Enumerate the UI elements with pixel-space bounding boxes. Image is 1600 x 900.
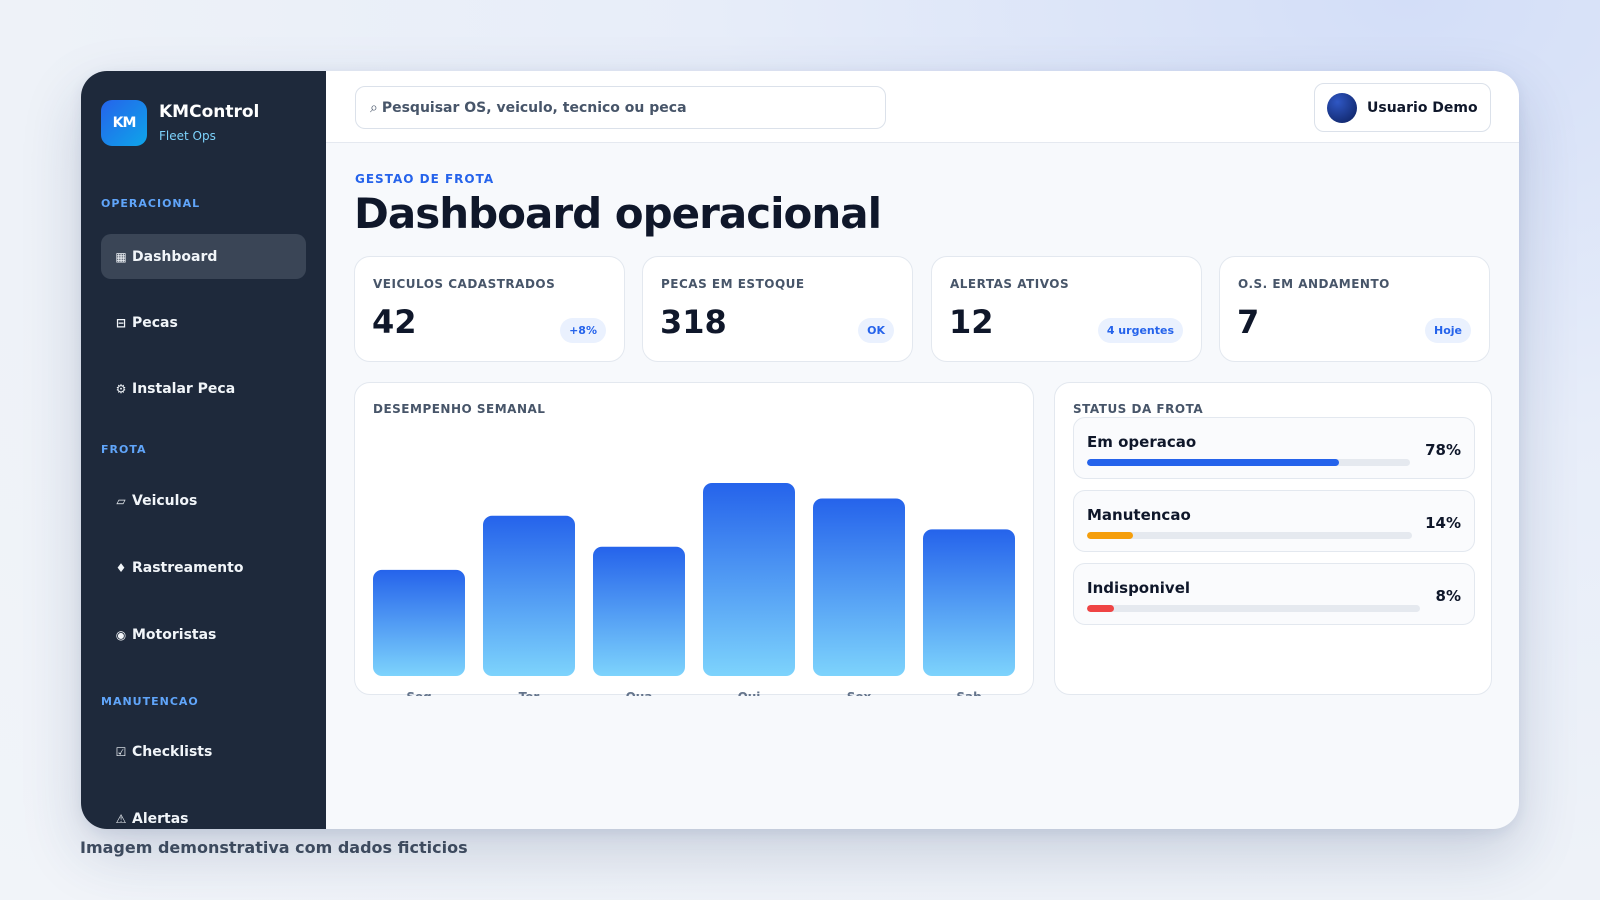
kpi-card-os: O.S. EM ANDAMENTO 7 Hoje [1219, 256, 1490, 362]
weekly-performance-panel: Seg Ter Qua Qui Sex Sab DESEMPENHO SEMANAL [354, 382, 1034, 696]
sidebar-item-rastreamento[interactable]: ♦ Rastreamento [101, 545, 306, 590]
warning-icon: ⚠ [115, 811, 127, 826]
sidebar-item-label: Motoristas [132, 626, 217, 643]
vehicle-icon: ▱ [116, 493, 126, 508]
location-icon: ♦ [115, 560, 127, 575]
section-label-operacional: OPERACIONAL [101, 197, 201, 210]
chart-tick-label: Ter [519, 690, 540, 696]
user-menu[interactable]: Usuario Demo [1314, 83, 1491, 132]
weekly-performance-chart: Seg Ter Qua Qui Sex Sab [373, 483, 1015, 696]
sidebar-item-motoristas[interactable]: ◉ Motoristas [101, 612, 306, 657]
page-eyebrow: GESTAO DE FROTA [355, 172, 495, 186]
checkbox-icon: ☑ [115, 744, 127, 759]
sidebar-item-label: Instalar Peca [132, 380, 236, 397]
chart-tick-label: Qui [738, 690, 761, 696]
logo: KM [101, 100, 147, 146]
sidebar-item-alertas[interactable]: ⚠ Alertas [101, 796, 306, 829]
status-percent: 8% [1435, 587, 1461, 605]
grid-icon: ▦ [115, 249, 127, 264]
chart-bar-sab [923, 529, 1015, 676]
sidebar-item-label: Alertas [132, 810, 189, 827]
box-icon: ⊟ [115, 315, 127, 330]
user-name: Usuario Demo [1367, 99, 1478, 116]
main-content: ⌕ Usuario Demo GESTAO DE FROTA Dashboard… [326, 71, 1519, 829]
status-percent: 78% [1425, 441, 1461, 459]
kpi-value: 12 [949, 303, 994, 341]
sidebar-item-dashboard[interactable]: ▦ Dashboard [101, 234, 306, 279]
avatar [1327, 92, 1357, 123]
fleet-status-item: Em operacao 78% [1073, 417, 1475, 479]
status-progress-fill [1087, 605, 1114, 612]
brand-subtitle: Fleet Ops [159, 129, 216, 143]
fleet-status-item: Manutencao 14% [1073, 490, 1475, 552]
kpi-label: PECAS EM ESTOQUE [661, 277, 805, 291]
sidebar-item-checklists[interactable]: ☑ Checklists [101, 729, 306, 774]
sidebar-item-label: Veiculos [132, 492, 198, 509]
gear-icon: ⚙ [115, 381, 127, 396]
chart-tick-label: Qua [626, 690, 653, 696]
kpi-value: 42 [372, 303, 417, 341]
section-label-frota: FROTA [101, 443, 147, 456]
section-label-manutencao: MANUTENCAO [101, 695, 199, 708]
sidebar-item-instalar-peca[interactable]: ⚙ Instalar Peca [101, 366, 306, 411]
sidebar-item-label: Dashboard [132, 248, 218, 265]
kpi-card-pecas: PECAS EM ESTOQUE 318 OK [642, 256, 913, 362]
sidebar-item-veiculos[interactable]: ▱ Veiculos [101, 478, 306, 523]
kpi-badge: Hoje [1425, 318, 1471, 343]
status-name: Em operacao [1087, 433, 1197, 451]
sidebar-item-label: Checklists [132, 743, 213, 760]
fleet-status-item: Indisponivel 8% [1073, 563, 1475, 625]
search-input[interactable] [381, 99, 862, 116]
brand-name: KMControl [159, 102, 260, 122]
kpi-badge: 4 urgentes [1097, 318, 1183, 343]
status-name: Manutencao [1087, 506, 1191, 524]
sidebar-item-label: Pecas [132, 314, 178, 331]
status-progress-fill [1087, 532, 1133, 539]
app-window: KM KMControl Fleet Ops OPERACIONAL ▦ Das… [81, 71, 1519, 829]
kpi-badge: OK [858, 318, 894, 343]
kpi-card-alertas: ALERTAS ATIVOS 12 4 urgentes [931, 256, 1202, 362]
chart-bar-ter [483, 515, 575, 676]
chart-tick-label: Seg [406, 690, 431, 696]
kpi-label: O.S. EM ANDAMENTO [1238, 277, 1390, 291]
chart-bar-sex [813, 498, 905, 676]
status-name: Indisponivel [1087, 579, 1191, 597]
status-progress-track [1087, 532, 1412, 539]
sidebar: KM KMControl Fleet Ops OPERACIONAL ▦ Das… [81, 71, 326, 829]
chart-bar-seg [373, 569, 465, 676]
kpi-label: VEICULOS CADASTRADOS [373, 277, 556, 291]
status-percent: 14% [1425, 514, 1461, 532]
sidebar-item-pecas[interactable]: ⊟ Pecas [101, 300, 306, 345]
status-progress-track [1087, 605, 1420, 612]
kpi-badge: +8% [560, 318, 606, 343]
kpi-value: 7 [1237, 303, 1260, 341]
chart-bar-qui [703, 483, 795, 676]
status-progress-fill [1087, 459, 1339, 466]
kpi-value: 318 [660, 303, 727, 341]
image-caption: Imagem demonstrativa com dados ficticios [80, 838, 468, 857]
topbar: ⌕ Usuario Demo [326, 71, 1519, 143]
kpi-label: ALERTAS ATIVOS [950, 277, 1070, 291]
driver-icon: ◉ [115, 627, 127, 642]
chart-bar-qua [593, 546, 685, 676]
chart-tick-label: Sab [956, 690, 982, 696]
chart-tick-label: Sex [847, 690, 872, 696]
weekly-performance-title: DESEMPENHO SEMANAL [373, 402, 546, 416]
fleet-status-panel: STATUS DA FROTA Em operacao 78% Manutenc… [1054, 382, 1492, 695]
fleet-status-title: STATUS DA FROTA [1073, 402, 1204, 416]
search-box[interactable]: ⌕ [355, 86, 886, 129]
sidebar-item-label: Rastreamento [132, 559, 244, 576]
search-icon: ⌕ [370, 99, 378, 116]
page-title: Dashboard operacional [354, 189, 882, 238]
kpi-card-veiculos: VEICULOS CADASTRADOS 42 +8% [354, 256, 625, 362]
status-progress-track [1087, 459, 1410, 466]
